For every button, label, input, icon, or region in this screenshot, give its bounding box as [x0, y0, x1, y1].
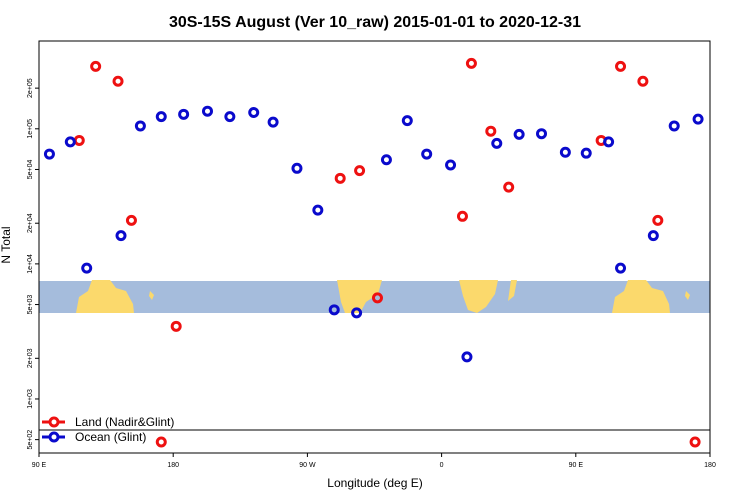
ocean-data-point [603, 136, 615, 148]
ocean-data-point [351, 307, 363, 319]
ocean-data-point [312, 204, 324, 216]
y-tick-label: 2e+04 [27, 213, 34, 233]
ocean-data-point [401, 115, 413, 127]
land-data-point [90, 60, 102, 72]
legend-ocean-marker [48, 431, 60, 443]
y-tick-label: 1e+04 [27, 254, 34, 274]
land-data-point [371, 292, 383, 304]
y-tick-label: 5e+03 [27, 295, 34, 315]
ocean-data-point [580, 147, 592, 159]
land-data-point [637, 75, 649, 87]
ocean-data-point [291, 162, 303, 174]
map-land-newzealand-repeat [685, 291, 690, 300]
x-tick-label: 90 W [299, 462, 316, 469]
map-land-southernafrica [459, 280, 498, 313]
ocean-data-point [380, 154, 392, 166]
map-land-australia-repeat [612, 280, 670, 313]
ocean-data-point [461, 351, 473, 363]
ocean-data-point [668, 120, 680, 132]
land-data-point [354, 165, 366, 177]
land-data-point [689, 436, 701, 448]
ocean-data-point [536, 128, 548, 140]
ocean-data-point [647, 230, 659, 242]
y-axis-label: N Total [0, 226, 13, 263]
land-data-point [170, 320, 182, 332]
ocean-data-point [559, 146, 571, 158]
y-tick-label: 1e+03 [27, 389, 34, 409]
ocean-data-point [328, 304, 340, 316]
legend-land-marker [48, 416, 60, 428]
legend-land-label: Land (Nadir&Glint) [75, 415, 174, 429]
x-tick-label: 0 [440, 462, 444, 469]
chart-title: 30S-15S August (Ver 10_raw) 2015-01-01 t… [169, 14, 581, 31]
world-map-strip [39, 280, 710, 313]
land-data-point [465, 57, 477, 69]
land-data-point [155, 436, 167, 448]
ocean-data-point [201, 105, 213, 117]
land-data-point [456, 210, 468, 222]
map-land-madagascar [508, 280, 517, 301]
y-tick-label: 5e+02 [27, 430, 34, 450]
ocean-data-point [81, 262, 93, 274]
legend-ocean-label: Ocean (Glint) [75, 430, 146, 444]
ocean-data-point [445, 159, 457, 171]
land-data-point [125, 214, 137, 226]
ocean-data-point [43, 148, 55, 160]
data-points [43, 57, 704, 448]
y-tick-label: 2e+05 [27, 78, 34, 98]
ocean-data-point [421, 148, 433, 160]
x-tick-label: 90 E [569, 462, 584, 469]
y-tick-label: 5e+04 [27, 160, 34, 180]
ocean-data-point [267, 116, 279, 128]
land-data-point [334, 172, 346, 184]
ocean-data-point [155, 111, 167, 123]
map-land-southamerica [337, 280, 382, 313]
ocean-data-point [64, 136, 76, 148]
ocean-data-point [615, 262, 627, 274]
legend: Land (Nadir&Glint) Ocean (Glint) [42, 415, 174, 444]
x-tick-label: 180 [167, 462, 179, 469]
ocean-data-point [248, 107, 260, 119]
y-axis: 5e+02 1e+03 2e+03 5e+03 1e+04 2e+04 5e+04 1e+05… [27, 78, 39, 449]
ocean-data-point [692, 113, 704, 125]
ocean-data-point [224, 111, 236, 123]
land-data-point [73, 134, 85, 146]
land-data-point [615, 60, 627, 72]
x-tick-label: 90 E [32, 462, 47, 469]
x-axis-label: Longitude (deg E) [327, 476, 422, 490]
y-tick-label: 2e+03 [27, 348, 34, 368]
ocean-data-point [115, 230, 127, 242]
y-tick-label: 1e+05 [27, 119, 34, 139]
ocean-data-point [513, 128, 525, 140]
ocean-data-point [491, 137, 503, 149]
map-land-newzealand [149, 291, 154, 300]
land-data-point [112, 75, 124, 87]
land-data-point [652, 214, 664, 226]
land-data-point [503, 181, 515, 193]
plot-frame [38, 40, 711, 454]
ocean-data-point [178, 108, 190, 120]
x-tick-label: 180 [704, 462, 716, 469]
ocean-data-point [134, 120, 146, 132]
x-axis: 90 E 180 90 W 0 90 E 180 [32, 453, 716, 469]
map-land-australia [76, 280, 134, 313]
land-data-point [485, 125, 497, 137]
